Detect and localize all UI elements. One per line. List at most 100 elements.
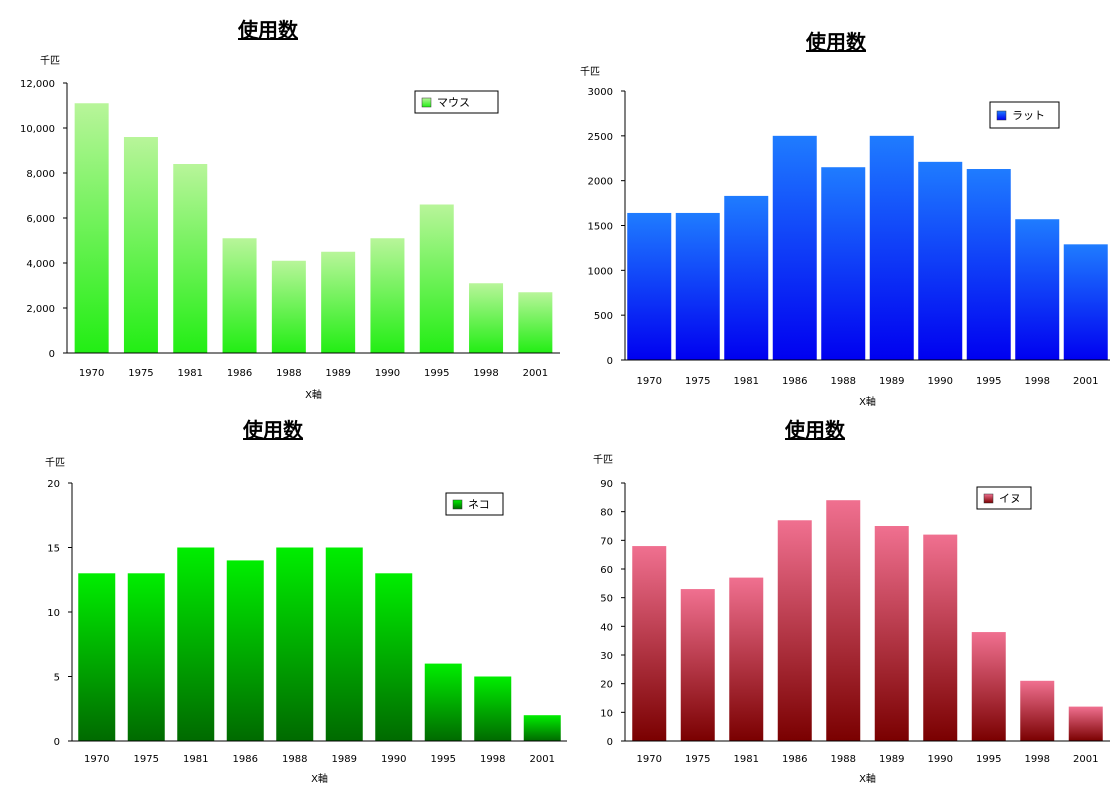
bar — [321, 251, 356, 353]
y-tick-label: 10 — [600, 708, 613, 719]
bar — [74, 103, 109, 353]
legend-swatch — [421, 97, 432, 108]
y-tick-label: 1000 — [588, 266, 613, 277]
y-tick-label: 0 — [54, 737, 60, 748]
bar — [276, 547, 314, 741]
bar — [627, 212, 672, 360]
x-axis-label: X軸 — [859, 395, 876, 408]
x-tick-label: 1998 — [1025, 754, 1050, 765]
bar — [469, 283, 504, 353]
legend-box — [414, 90, 499, 114]
y-unit-label: 千匹 — [45, 457, 65, 469]
x-tick-label: 1970 — [637, 376, 662, 387]
x-tick-label: 1975 — [685, 754, 710, 765]
y-tick-label: 12,000 — [20, 79, 55, 90]
legend-label: マウス — [437, 96, 470, 109]
y-tick-label: 30 — [600, 651, 613, 662]
legend: ネコ — [445, 492, 504, 516]
y-tick-label: 6,000 — [26, 214, 55, 225]
y-unit-label: 千匹 — [580, 66, 600, 78]
legend-swatch — [996, 110, 1007, 121]
bar — [869, 135, 914, 360]
x-tick-label: 1970 — [637, 754, 662, 765]
legend-label: ラット — [1012, 109, 1045, 122]
x-tick-label: 1990 — [928, 754, 953, 765]
x-axis-label: X軸 — [305, 388, 322, 401]
y-tick-label: 0 — [49, 349, 55, 360]
x-tick-label: 1981 — [183, 754, 208, 765]
chart-title: 使用数 — [242, 418, 304, 442]
legend-swatch — [452, 499, 463, 510]
bar — [127, 573, 165, 741]
x-tick-label: 2001 — [530, 754, 555, 765]
x-tick-label: 1989 — [332, 754, 357, 765]
x-tick-label: 1998 — [473, 368, 498, 379]
bar — [777, 520, 812, 741]
bar — [78, 573, 116, 741]
bar — [177, 547, 215, 741]
y-tick-label: 2,000 — [26, 304, 55, 315]
x-tick-label: 1989 — [879, 376, 904, 387]
bar — [325, 547, 363, 741]
y-tick-label: 90 — [600, 479, 613, 490]
x-tick-label: 1986 — [782, 376, 807, 387]
y-tick-label: 15 — [47, 544, 60, 555]
bar — [632, 546, 667, 741]
legend-swatch — [983, 493, 994, 504]
x-tick-label: 1975 — [685, 376, 710, 387]
x-tick-label: 1995 — [976, 754, 1001, 765]
x-tick-label: 1995 — [431, 754, 456, 765]
y-tick-label: 0 — [607, 737, 613, 748]
bar — [123, 137, 158, 353]
bar — [370, 238, 405, 353]
legend-label: ネコ — [468, 498, 490, 511]
x-tick-label: 1988 — [282, 754, 307, 765]
y-tick-label: 1500 — [588, 222, 613, 233]
y-tick-label: 80 — [600, 508, 613, 519]
x-tick-label: 2001 — [1073, 376, 1098, 387]
bar — [419, 204, 454, 353]
bar — [1063, 244, 1108, 360]
legend-box — [976, 486, 1032, 510]
y-tick-label: 500 — [594, 311, 613, 322]
bar — [724, 195, 769, 360]
legend: イヌ — [976, 486, 1032, 510]
x-tick-label: 1989 — [325, 368, 350, 379]
y-tick-label: 20 — [600, 680, 613, 691]
bar — [271, 260, 306, 353]
x-tick-label: 1986 — [782, 754, 807, 765]
bar — [966, 169, 1011, 360]
bar — [424, 663, 462, 741]
y-tick-label: 50 — [600, 594, 613, 605]
bar — [971, 632, 1006, 741]
bar — [173, 164, 208, 353]
x-tick-label: 1995 — [424, 368, 449, 379]
x-tick-label: 1986 — [227, 368, 252, 379]
bar — [923, 534, 958, 741]
bar — [222, 238, 257, 353]
x-tick-label: 1981 — [178, 368, 203, 379]
x-tick-label: 1988 — [276, 368, 301, 379]
bar — [729, 577, 764, 741]
chart-title: 使用数 — [784, 418, 846, 442]
x-tick-label: 2001 — [523, 368, 548, 379]
x-tick-label: 1970 — [79, 368, 104, 379]
x-tick-label: 1998 — [480, 754, 505, 765]
bar — [772, 135, 817, 360]
y-tick-label: 70 — [600, 536, 613, 547]
bar — [474, 676, 512, 741]
legend: ラット — [989, 101, 1060, 129]
x-tick-label: 1990 — [381, 754, 406, 765]
bar — [226, 560, 264, 741]
bar — [518, 292, 553, 353]
y-tick-label: 8,000 — [26, 169, 55, 180]
bar — [1020, 680, 1055, 741]
y-tick-label: 2000 — [588, 177, 613, 188]
legend: マウス — [414, 90, 499, 114]
x-tick-label: 2001 — [1073, 754, 1098, 765]
x-tick-label: 1998 — [1025, 376, 1050, 387]
